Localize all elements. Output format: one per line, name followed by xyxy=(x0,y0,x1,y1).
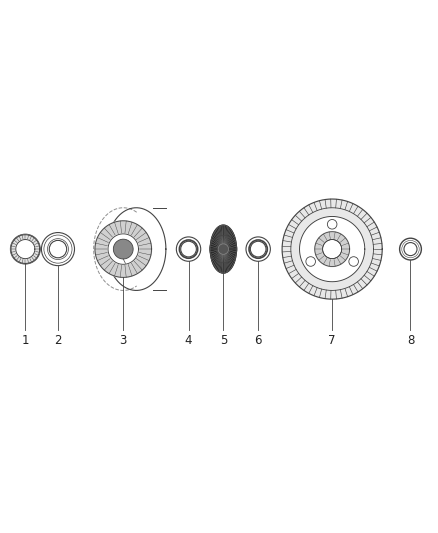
Polygon shape xyxy=(108,234,138,264)
Text: 6: 6 xyxy=(254,334,262,347)
Text: 5: 5 xyxy=(220,334,227,347)
Polygon shape xyxy=(315,232,350,266)
Circle shape xyxy=(404,243,417,256)
Circle shape xyxy=(349,257,358,266)
Text: 7: 7 xyxy=(328,334,336,347)
Circle shape xyxy=(322,239,342,259)
Circle shape xyxy=(177,237,201,261)
Polygon shape xyxy=(282,199,382,299)
Text: 2: 2 xyxy=(54,334,62,347)
Circle shape xyxy=(306,257,315,266)
Circle shape xyxy=(399,238,421,260)
Circle shape xyxy=(251,241,266,257)
Circle shape xyxy=(42,232,74,265)
Text: 4: 4 xyxy=(185,334,192,347)
Circle shape xyxy=(246,237,270,261)
Text: 3: 3 xyxy=(120,334,127,347)
Polygon shape xyxy=(16,239,35,259)
Circle shape xyxy=(327,220,337,229)
Polygon shape xyxy=(300,216,365,282)
Circle shape xyxy=(113,239,133,259)
Polygon shape xyxy=(11,235,40,263)
Circle shape xyxy=(49,240,67,258)
Polygon shape xyxy=(322,239,342,259)
Text: 1: 1 xyxy=(21,334,29,347)
Circle shape xyxy=(181,241,196,257)
Circle shape xyxy=(218,244,229,254)
Polygon shape xyxy=(210,225,237,273)
Polygon shape xyxy=(95,221,152,277)
Text: 8: 8 xyxy=(407,334,414,347)
Polygon shape xyxy=(107,208,166,290)
